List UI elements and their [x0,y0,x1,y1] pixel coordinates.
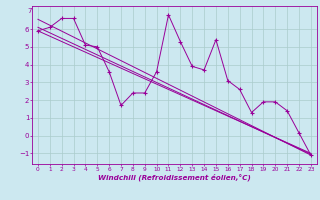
X-axis label: Windchill (Refroidissement éolien,°C): Windchill (Refroidissement éolien,°C) [98,174,251,181]
Text: 7: 7 [28,8,32,14]
